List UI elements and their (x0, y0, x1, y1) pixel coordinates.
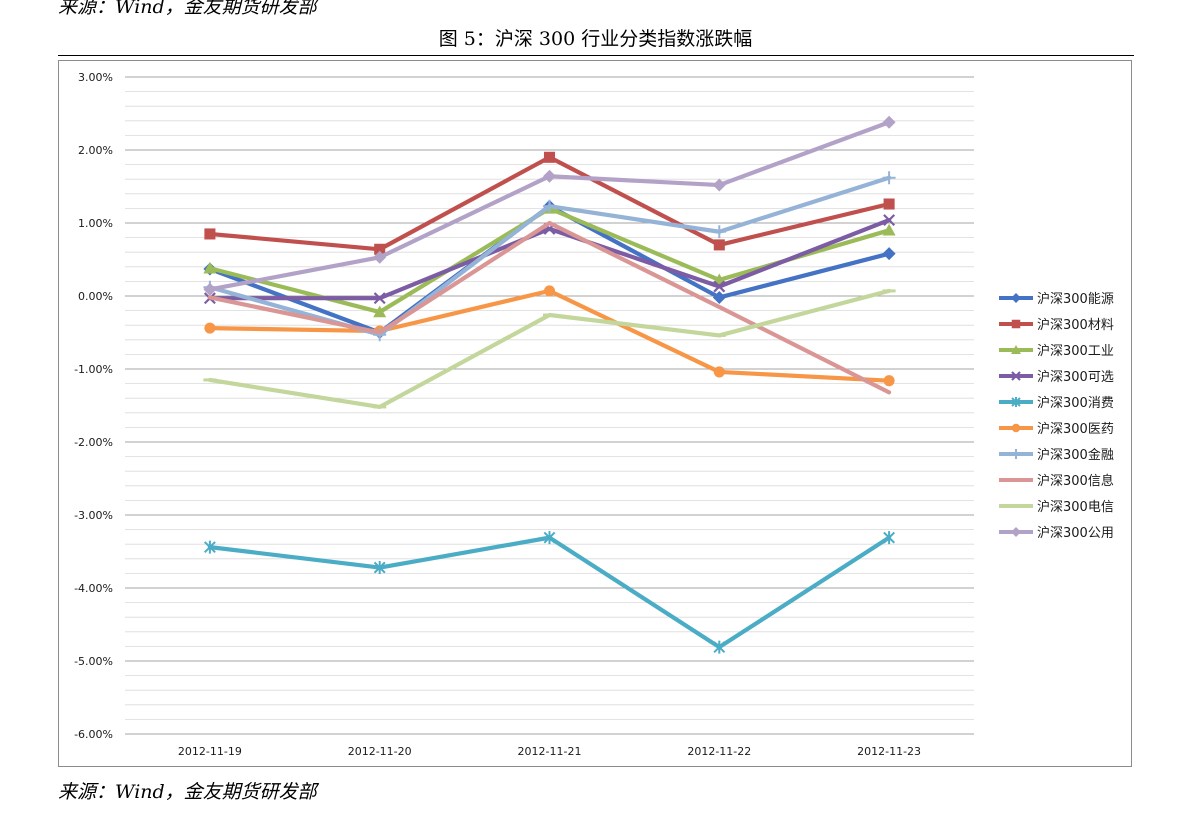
y-tick-label: -2.00% (74, 436, 113, 449)
legend-marker (1011, 527, 1021, 537)
series-沪深300电信 (203, 288, 896, 410)
legend-label: 沪深300工业 (1037, 343, 1114, 359)
legend-item: 沪深300可选 (999, 369, 1114, 385)
x-tick-label: 2012-11-23 (857, 745, 921, 758)
legend-marker (1011, 371, 1021, 381)
y-tick-label: 0.00% (78, 290, 113, 303)
x-tick-label: 2012-11-21 (518, 745, 582, 758)
legend-label: 沪深300信息 (1037, 473, 1114, 489)
data-point (543, 199, 556, 213)
data-point (203, 261, 217, 274)
data-point (712, 178, 726, 192)
data-point (883, 531, 896, 545)
legend-item: 沪深300公用 (999, 525, 1114, 541)
data-point (882, 115, 896, 129)
legend-label: 沪深300能源 (1037, 291, 1114, 307)
data-point (204, 228, 216, 240)
y-tick-label: -4.00% (74, 582, 113, 595)
legend: 沪深300能源沪深300材料沪深300工业沪深300可选沪深300消费沪深300… (999, 291, 1114, 541)
series-lines (203, 115, 896, 654)
legend-label: 沪深300公用 (1037, 525, 1114, 541)
legend-item: 沪深300材料 (999, 317, 1114, 333)
data-point (204, 322, 216, 334)
legend-label: 沪深300电信 (1037, 499, 1114, 515)
data-point (713, 280, 726, 293)
legend-label: 沪深300材料 (1037, 317, 1114, 333)
data-point (713, 640, 726, 654)
data-point (374, 243, 386, 255)
series-line (207, 535, 892, 650)
y-tick-label: 3.00% (78, 71, 113, 84)
legend-item: 沪深300消费 (999, 395, 1114, 411)
data-point (543, 169, 556, 183)
y-tick-label: -1.00% (74, 363, 113, 376)
x-tick-label: 2012-11-19 (178, 745, 242, 758)
data-point (883, 214, 896, 227)
x-axis-ticks: 2012-11-19 2012-11-20 2012-11-21 2012-11-22… (178, 745, 921, 758)
data-point (543, 531, 556, 545)
chart-frame: 3.00% 2.00% 1.00% 0.00% -1.00% -2.00% -3.00% -4… (58, 60, 1132, 767)
series-line (207, 220, 892, 395)
legend-marker (1011, 293, 1021, 303)
data-point (373, 305, 387, 318)
data-point (203, 282, 217, 296)
legend-label: 沪深300医药 (1037, 421, 1114, 437)
y-tick-label: -5.00% (74, 655, 113, 668)
legend-label: 沪深300可选 (1037, 369, 1114, 385)
series-沪深300医药 (204, 285, 895, 387)
title-rule (58, 55, 1134, 56)
data-point (882, 223, 896, 236)
data-point (373, 250, 387, 264)
source-note-bottom: 来源：Wind，金友期货研发部 (58, 781, 317, 803)
legend-item: 沪深300能源 (999, 291, 1114, 307)
legend-item: 沪深300医药 (999, 421, 1114, 437)
source-note-top: 来源：Wind，金友期货研发部 (58, 0, 317, 18)
series-沪深300材料 (204, 151, 895, 255)
legend-label: 沪深300消费 (1037, 395, 1114, 411)
data-point (543, 285, 556, 297)
y-tick-label: -6.00% (74, 728, 113, 741)
legend-marker (1011, 319, 1021, 329)
data-point (712, 225, 726, 239)
legend-marker (1011, 397, 1021, 407)
data-point (882, 171, 896, 185)
figure-title: 图 5：沪深 300 行业分类指数涨跌幅 (438, 28, 753, 50)
legend-item: 沪深300电信 (999, 499, 1114, 515)
series-line (207, 288, 892, 383)
x-tick-label: 2012-11-20 (348, 745, 412, 758)
series-沪深300公用 (203, 115, 896, 296)
data-point (713, 239, 725, 251)
x-tick-label: 2012-11-22 (687, 745, 751, 758)
y-tick-label: -3.00% (74, 509, 113, 522)
legend-item: 沪深300金融 (999, 447, 1114, 463)
data-point (543, 151, 556, 163)
series-沪深300消费 (203, 531, 896, 654)
data-point (882, 247, 896, 261)
legend-marker (1011, 449, 1021, 459)
y-axis-ticks: 3.00% 2.00% 1.00% 0.00% -1.00% -2.00% -3.00% -4… (74, 71, 113, 741)
y-tick-label: 2.00% (78, 144, 113, 157)
legend-marker (1011, 423, 1021, 433)
data-point (373, 292, 386, 305)
data-point (373, 561, 386, 575)
legend-item: 沪深300工业 (999, 343, 1114, 359)
data-point (883, 198, 895, 210)
data-point (203, 540, 216, 554)
series-沪深300信息 (207, 220, 892, 395)
data-point (883, 375, 895, 387)
data-point (713, 366, 725, 378)
legend-item: 沪深300信息 (999, 473, 1114, 489)
data-point (712, 290, 726, 304)
legend-label: 沪深300金融 (1037, 447, 1114, 463)
legend-marker (1011, 345, 1021, 354)
line-chart: 3.00% 2.00% 1.00% 0.00% -1.00% -2.00% -3.00% -4… (74, 71, 1114, 758)
y-tick-label: 1.00% (78, 217, 113, 230)
